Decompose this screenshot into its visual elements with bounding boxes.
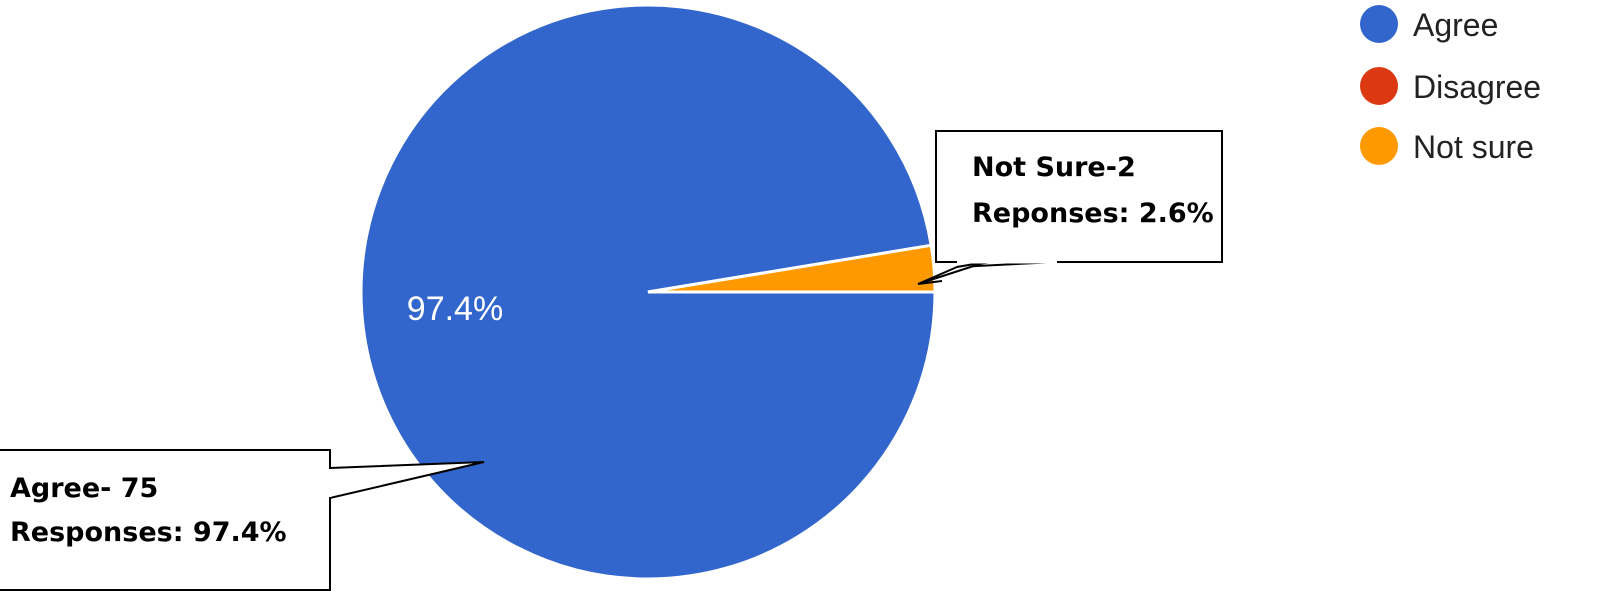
callout-agree-line-2: Responses: 97.4% <box>10 517 287 548</box>
legend-swatch-not-sure <box>1360 127 1398 165</box>
legend-label-agree: Agree <box>1413 7 1498 43</box>
slice-label-agree: 97.4% <box>407 290 503 328</box>
callout-agree: Agree- 75 Responses: 97.4% <box>0 449 485 591</box>
callout-not-sure-line-1: Not Sure-2 <box>972 152 1136 183</box>
callout-not-sure: Not Sure-2 Reponses: 2.6% <box>917 130 1223 285</box>
pie-slice-not-sure <box>647 243 937 294</box>
legend: Agree Disagree Not sure <box>1360 5 1541 165</box>
callout-not-sure-box <box>935 130 1223 263</box>
legend-label-not-sure: Not sure <box>1413 129 1534 165</box>
legend-swatch-agree <box>1360 5 1398 43</box>
pie-slices <box>359 3 937 581</box>
callout-agree-line-1: Agree- 75 <box>10 473 158 504</box>
callout-not-sure-line-2: Reponses: 2.6% <box>972 198 1214 229</box>
legend-label-disagree: Disagree <box>1413 69 1541 105</box>
callout-agree-box <box>0 449 331 591</box>
legend-swatch-disagree <box>1360 67 1398 105</box>
callout-not-sure-tail <box>917 261 987 285</box>
